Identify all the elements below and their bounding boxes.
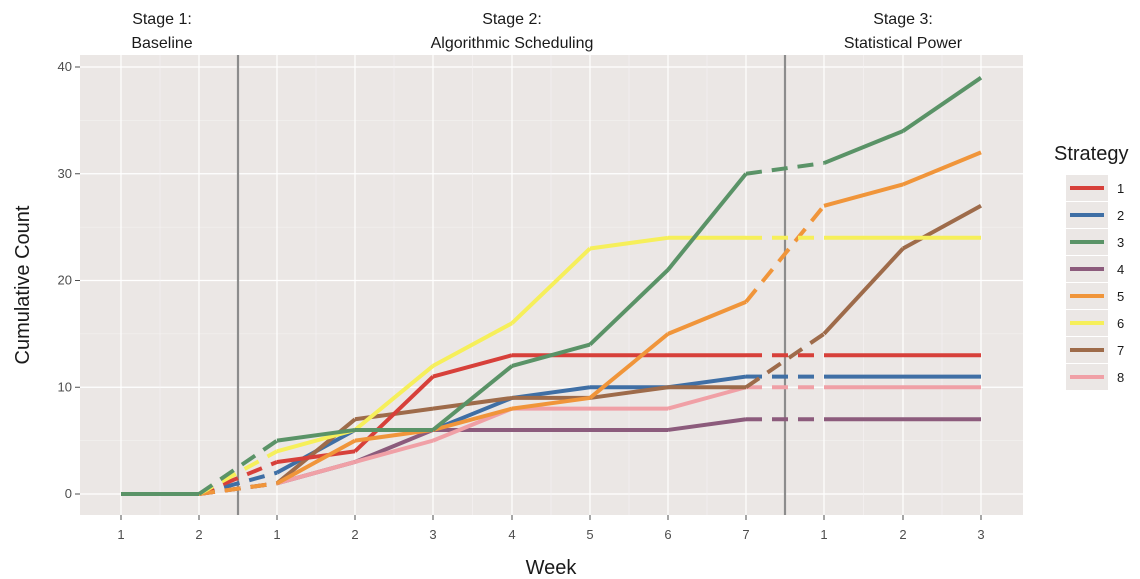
series-5-segment <box>588 332 670 400</box>
series-8-segment <box>276 460 356 486</box>
x-tick-label: 1 <box>820 527 827 542</box>
legend-label-2: 2 <box>1117 208 1124 223</box>
x-tick-label: 4 <box>508 527 515 542</box>
series-3-segment <box>197 438 279 496</box>
legend-label-5: 5 <box>1117 289 1124 304</box>
stage-2-subtitle: Algorithmic Scheduling <box>431 35 594 52</box>
series-5-segment <box>667 299 747 336</box>
legend-label-4: 4 <box>1117 262 1124 277</box>
series-6-segment <box>353 364 435 432</box>
stage-1-subtitle: Baseline <box>131 35 192 52</box>
series-5-segment <box>744 204 826 304</box>
y-tick-label: 0 <box>65 486 72 501</box>
stage-2-title: Stage 2: <box>482 11 542 28</box>
legend-label-7: 7 <box>1117 343 1124 358</box>
stage-3-title: Stage 3: <box>873 11 933 28</box>
series-3-segment <box>276 427 356 443</box>
series-5-segment <box>198 481 278 496</box>
legend-label-1: 1 <box>1117 181 1124 196</box>
y-tick-label: 40 <box>58 59 72 74</box>
series-6-segment <box>432 321 513 368</box>
legend-label-3: 3 <box>1117 235 1124 250</box>
y-tick-label: 20 <box>58 273 72 288</box>
series-1-segment <box>432 353 513 379</box>
series-5-segment <box>902 150 982 187</box>
x-tick-label: 6 <box>664 527 671 542</box>
series-5-segment <box>432 406 513 432</box>
x-tick-label: 1 <box>273 527 280 542</box>
legend-label-8: 8 <box>1117 370 1124 385</box>
x-tick-label: 3 <box>429 527 436 542</box>
x-tick-label: 3 <box>977 527 984 542</box>
x-tick-label: 7 <box>742 527 749 542</box>
legend: Strategy 1 2 3 4 5 6 7 8 <box>1054 143 1128 390</box>
series-6-segment <box>510 247 592 325</box>
series-5-segment <box>823 182 904 208</box>
stage-1-title: Stage 1: <box>132 11 192 28</box>
y-axis-title: Cumulative Count <box>12 205 34 364</box>
series-3-segment <box>745 161 825 176</box>
stage-3-subtitle: Statistical Power <box>844 35 963 52</box>
series-1-segment <box>276 449 356 464</box>
y-tick-label: 30 <box>58 166 72 181</box>
series-6-line <box>121 235 981 496</box>
legend-items: 1 2 3 4 5 6 7 8 <box>1066 175 1124 390</box>
stage-labels: Stage 1: Baseline Stage 2: Algorithmic S… <box>131 11 962 52</box>
stage-dividers <box>236 55 787 515</box>
series-3-segment <box>666 172 748 272</box>
y-axis-ticks: 0 10 20 30 40 <box>58 59 80 501</box>
series-7-segment <box>744 332 826 389</box>
series-7-segment <box>902 204 982 251</box>
x-tick-label: 1 <box>117 527 124 542</box>
x-tick-label: 5 <box>586 527 593 542</box>
series-7-segment <box>822 247 905 336</box>
series-lines <box>121 76 983 496</box>
series-7-segment <box>432 395 513 411</box>
series-3-line <box>121 76 983 496</box>
series-5-segment <box>511 395 591 411</box>
series-3-segment <box>823 129 904 165</box>
series-6-segment <box>589 235 669 251</box>
x-tick-label: 2 <box>351 527 358 542</box>
series-4-segment <box>667 417 747 432</box>
legend-label-6: 6 <box>1117 316 1124 331</box>
series-3-segment <box>431 364 514 432</box>
x-axis-ticks: 1 2 1 2 3 4 5 6 7 1 2 3 <box>117 515 985 542</box>
series-5-segment <box>276 438 356 486</box>
series-3-segment <box>511 342 591 368</box>
x-tick-label: 2 <box>195 527 202 542</box>
x-axis-title: Week <box>526 557 578 579</box>
series-8-segment <box>354 438 434 464</box>
legend-title: Strategy <box>1054 143 1128 165</box>
x-tick-label: 2 <box>899 527 906 542</box>
series-3-segment <box>901 76 983 133</box>
series-7-segment <box>589 385 669 400</box>
y-tick-label: 10 <box>58 379 72 394</box>
series-3-segment <box>588 268 670 346</box>
series-8-segment <box>667 385 747 411</box>
